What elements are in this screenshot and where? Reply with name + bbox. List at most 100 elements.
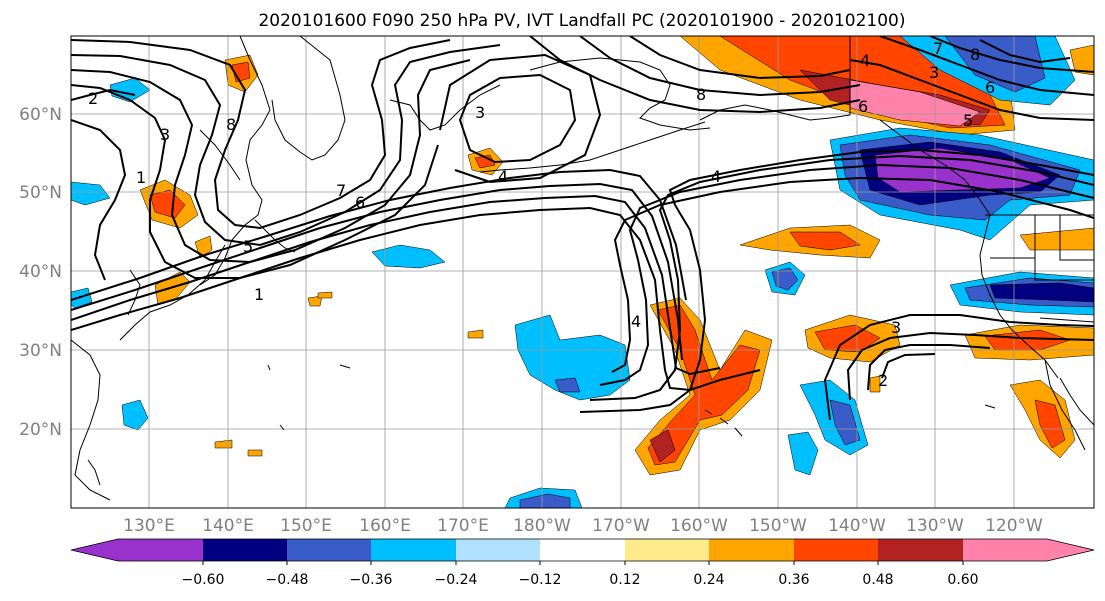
- anomaly-negative-small-b: [771, 267, 799, 291]
- contour-alaska-1: [529, 36, 861, 114]
- contour-ne-2: [879, 36, 1094, 96]
- anomaly-positive-speck-b: [467, 329, 484, 339]
- coast-japan: [119, 244, 226, 341]
- anomaly-positive-w-b-inner: [149, 189, 186, 219]
- contour-label-3-west: 3: [160, 125, 170, 144]
- anomaly-negative-south-b: [787, 431, 819, 476]
- anomaly-positive-plume-dark: [649, 429, 676, 463]
- coast-siberia: [199, 36, 271, 286]
- contour-east-loop-d: [881, 353, 936, 379]
- colorbar-swatch-8: [794, 539, 878, 561]
- cb-label-2: −0.36: [350, 572, 393, 588]
- contour-east-loop-a: [823, 314, 1094, 421]
- anomaly-negative-w-d: [121, 399, 149, 431]
- colorbar-ticks: [202, 561, 964, 565]
- coast-us-west: [979, 214, 1059, 379]
- lat-label-50n: 50°N: [19, 183, 62, 203]
- coast-kamchatka: [271, 36, 346, 161]
- colorbar-swatches: [71, 539, 1094, 561]
- contour-ne-3: [929, 36, 1094, 73]
- contour-label-2-east: 2: [878, 371, 888, 390]
- contour-label-4-east: 4: [711, 167, 721, 186]
- lat-label-20n: 20°N: [19, 420, 62, 440]
- contour-label-8-alaska: 8: [696, 85, 706, 104]
- anomaly-negative-cp-outer: [514, 314, 631, 401]
- anomaly-positive-cp-inner: [814, 324, 881, 353]
- contour-label-4-trough: 4: [631, 312, 641, 331]
- anomaly-positive-mid-b-inner: [474, 154, 496, 169]
- anomaly-negative-ca-dark: [989, 282, 1094, 303]
- contour-trough-c: [599, 163, 1094, 386]
- anomaly-negative-cp-inner: [554, 377, 581, 393]
- contour-label-8-ne: 8: [970, 45, 980, 64]
- contour-alaska-3: [629, 36, 851, 80]
- anomaly-negative-bottom-inner: [519, 493, 571, 508]
- colorbar-swatch-2: [287, 539, 371, 561]
- anomaly-negative-w-b: [71, 181, 111, 206]
- figure-title: 2020101600 F090 250 hPa PV, IVT Landfall…: [258, 11, 905, 31]
- coast-alaska-south: [699, 104, 851, 121]
- contour-label-7-mid: 7: [336, 181, 346, 200]
- anomaly-positive-midlat-inner: [789, 231, 861, 251]
- coast-alaska-west: [529, 57, 711, 131]
- lon-label-170w: 170°W: [592, 516, 650, 536]
- lon-label-140e: 140°E: [202, 516, 254, 536]
- contour-labels: 2 3 1 8 3 8 7 6 5 1 4 4 4 4 6 5 7 8 6 3 …: [88, 39, 995, 390]
- contour-east-loop-b: [846, 331, 1094, 401]
- colorbar-swatch-9: [878, 539, 963, 561]
- map-frame: [70, 35, 1095, 509]
- coast-pacific-islands: [339, 364, 996, 409]
- contour-label-2-west: 2: [88, 89, 98, 108]
- contour-north-3: [71, 59, 471, 264]
- contour-label-4-mid: 4: [498, 167, 508, 186]
- lon-label-160w: 160°W: [670, 516, 728, 536]
- contour-north-1: [71, 39, 451, 230]
- colorbar-swatch-5: [540, 539, 625, 561]
- colorbar-swatch-10: [963, 539, 1094, 561]
- map-panel: 2 3 1 8 3 8 7 6 5 1 4 4 4 4 6 5 7 8 6 3 …: [71, 36, 1094, 508]
- lon-label-170e: 170°E: [437, 516, 489, 536]
- cb-label-6: 0.24: [693, 572, 724, 588]
- lon-label-150w: 150°W: [749, 516, 807, 536]
- contour-trough-d: [611, 176, 1094, 373]
- coast-bc: [879, 119, 991, 216]
- contour-label-6-mid: 6: [355, 193, 365, 212]
- anomaly-positive-se-south-inner: [1034, 399, 1066, 449]
- contour-west-2: [71, 88, 136, 101]
- colorbar-swatch-6: [625, 539, 709, 561]
- contour-label-6-far-ne: 6: [985, 78, 995, 97]
- contour-ne-1: [849, 59, 1094, 121]
- lat-label-40n: 40°N: [19, 262, 62, 282]
- coast-mexico: [1059, 377, 1094, 426]
- lon-label-130e: 130°E: [123, 516, 175, 536]
- contour-ridge-loop: [458, 73, 577, 164]
- contour-2: [71, 194, 721, 376]
- contour-label-1-west: 1: [136, 168, 146, 187]
- anomaly-positive-speck-c: [307, 295, 323, 307]
- border-us-mexico: [1039, 317, 1094, 323]
- contour-west-loop: [71, 119, 127, 281]
- cb-label-3: −0.24: [435, 572, 478, 588]
- cb-label-4: −0.12: [519, 572, 562, 588]
- coast-chukotka: [389, 84, 501, 131]
- lon-label-160e: 160°E: [359, 516, 411, 536]
- coast-marianas: [267, 364, 285, 431]
- contour-label-1-mid: 1: [254, 285, 264, 304]
- lon-label-140w: 140°W: [828, 516, 886, 536]
- anomaly-positive-speck-f: [869, 375, 881, 393]
- lon-label-150e: 150°E: [280, 516, 332, 536]
- colorbar-swatch-1: [203, 539, 287, 561]
- contour-trough-b: [589, 154, 1094, 401]
- anomaly-positive-ne-corner: [1069, 44, 1094, 76]
- anomaly-positive-midlat-east: [1019, 227, 1094, 251]
- state-borders-c: [1059, 215, 1094, 261]
- cb-label-1: −0.48: [266, 572, 309, 588]
- cb-label-5: 0.12: [609, 572, 640, 588]
- contour-4: [71, 168, 687, 301]
- lat-label-30n: 30°N: [19, 341, 62, 361]
- coast-china: [71, 339, 111, 501]
- contour-trough-outer: [579, 148, 1094, 413]
- colorbar-swatch-0: [71, 539, 203, 561]
- contour-label-8-north: 8: [226, 115, 236, 134]
